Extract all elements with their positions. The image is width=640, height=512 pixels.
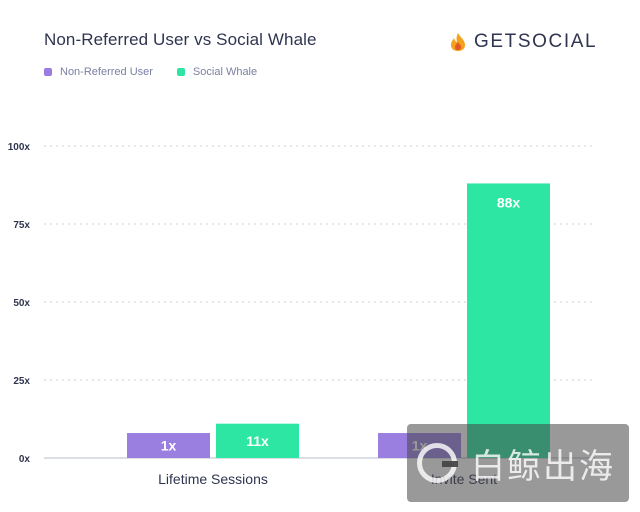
legend-swatch [44,68,52,76]
data-label: 88x [497,194,521,210]
y-tick-label: 0x [19,454,31,465]
legend-item-social-whale: Social Whale [176,66,258,78]
y-tick-label: 25x [13,376,30,387]
y-tick-label: 75x [13,220,30,231]
watermark-logo-icon [417,443,458,483]
y-tick-label: 50x [13,298,30,309]
bar-social-whale [216,423,299,458]
y-tick-label: 100x [8,142,31,153]
bar-non-referred [127,433,210,458]
bar-social-whale [467,183,550,458]
watermark-text: 白鲸出海 [471,446,615,487]
chart-legend: Non-Referred User Social Whale [44,66,281,78]
brand-name: GETSOCIAL [474,31,598,52]
brand-logo: GETSOCIAL [448,30,597,54]
legend-label: Social Whale [192,66,258,78]
flame-icon [451,33,465,51]
legend-item-non-referred: Non-Referred User [44,66,153,78]
watermark: 白鲸出海 [407,424,629,502]
legend-swatch [176,68,185,76]
chart-title: Non-Referred User vs Social Whale [44,30,317,49]
x-tick-label: Lifetime Sessions [158,471,268,487]
data-label: 1x [161,438,177,454]
legend-label: Non-Referred User [60,66,153,78]
data-label: 11x [246,433,269,449]
